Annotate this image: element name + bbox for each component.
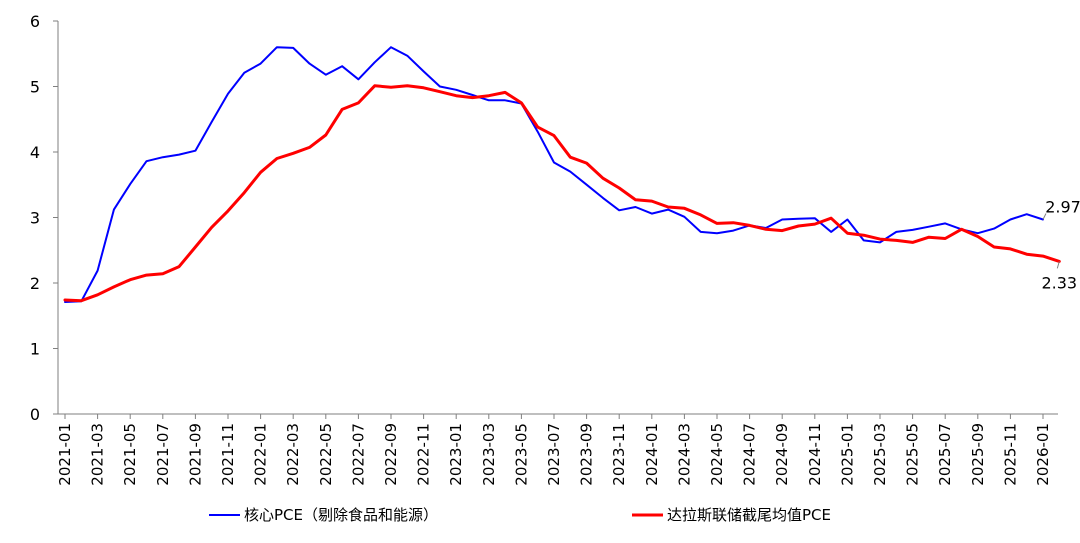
x-tick-label: 2023-11	[610, 423, 628, 486]
x-tick-label: 2024-05	[708, 423, 726, 486]
y-tick-label: 0	[30, 405, 40, 424]
x-tick-label: 2023-09	[578, 423, 596, 486]
x-tick-label: 2025-05	[904, 423, 922, 486]
y-tick-label: 3	[30, 209, 40, 228]
x-tick-label: 2022-07	[349, 423, 367, 486]
x-tick-label: 2025-11	[1001, 423, 1019, 486]
core-pce-line	[64, 46, 1044, 303]
x-tick-label: 2025-09	[969, 423, 987, 486]
y-tick-label: 6	[30, 12, 40, 31]
x-tick-label: 2024-01	[643, 423, 661, 486]
x-tick-label: 2021-07	[154, 423, 172, 486]
annotation-label: 2.97	[1045, 197, 1080, 216]
annotation-leader	[1042, 213, 1047, 220]
x-tick-label: 2026-01	[1034, 423, 1052, 486]
x-tick-label: 2025-01	[838, 423, 856, 486]
y-tick-label: 1	[30, 340, 40, 359]
x-tick-label: 2023-03	[480, 423, 498, 486]
x-tick-label: 2022-03	[284, 423, 302, 486]
x-tick-label: 2021-11	[219, 423, 237, 486]
annotation-leader	[1056, 261, 1060, 269]
x-tick-label: 2021-09	[186, 423, 204, 486]
x-tick-label: 2021-01	[56, 423, 74, 486]
annotation-label: 2.33	[1041, 273, 1077, 292]
x-tick-label: 2022-05	[317, 423, 335, 486]
x-tick-label: 2023-07	[545, 423, 563, 486]
legend-label: 核心PCE（剔除食品和能源）	[244, 506, 438, 524]
x-tick-label: 2024-11	[806, 423, 824, 486]
x-tick-label: 2025-03	[871, 423, 889, 486]
x-tick-label: 2021-03	[89, 423, 107, 486]
x-tick-label: 2024-09	[773, 423, 791, 486]
y-tick-label: 2	[30, 274, 40, 293]
x-tick-label: 2025-07	[936, 423, 954, 486]
x-tick-label: 2024-03	[675, 423, 693, 486]
x-tick-label: 2024-07	[741, 423, 759, 486]
y-tick-label: 4	[30, 143, 40, 162]
trimmed-mean-pce-line	[63, 84, 1061, 303]
legend-label: 达拉斯联储截尾均值PCE	[667, 506, 831, 524]
x-tick-label: 2023-05	[512, 423, 530, 486]
x-tick-label: 2022-09	[382, 423, 400, 486]
x-tick-label: 2022-01	[252, 423, 270, 486]
x-tick-label: 2021-05	[121, 423, 139, 486]
x-tick-label: 2023-01	[447, 423, 465, 486]
y-tick-label: 5	[30, 78, 40, 97]
x-tick-label: 2022-11	[415, 423, 433, 486]
